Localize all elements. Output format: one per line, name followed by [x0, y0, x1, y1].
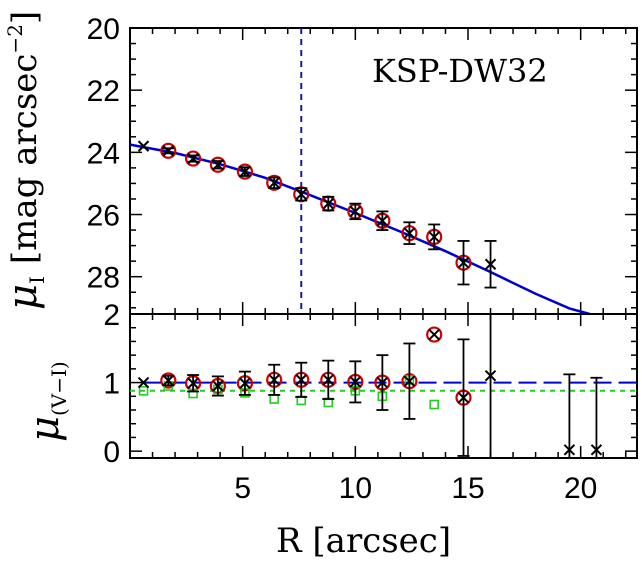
top-y-tick-label: 20	[87, 13, 120, 46]
top-cross-marker	[162, 145, 175, 157]
x-tick-label: 10	[339, 472, 372, 505]
bottom-y-tick-label: 0	[103, 436, 120, 469]
x-tick-labels: 5 10 15 20	[234, 472, 597, 505]
top-circle-marker	[266, 174, 283, 191]
top-y-axis-label: μI [mag arcsec−2]	[0, 11, 49, 310]
bottom-cross-marker	[403, 375, 416, 387]
top-cross-marker	[457, 256, 470, 269]
bottom-cross-marker	[349, 376, 362, 388]
bottom-cross-marker	[484, 370, 497, 382]
top-cross-marker	[187, 152, 199, 165]
bottom-y-axis-label: μ(V−I)	[22, 361, 71, 442]
x-axis-label: R [arcsec]	[276, 521, 451, 561]
top-y-tick-label: 28	[87, 262, 120, 295]
top-ylabel-sub: I	[25, 276, 49, 284]
bottom-cross-marker	[239, 377, 251, 389]
top-panel: 20 22 24 26 28 KSP-DW32	[87, 13, 638, 316]
bottom-cross-marker	[376, 376, 389, 389]
top-y-tick-label: 24	[87, 137, 120, 170]
top-ylabel-unit-end: ]	[5, 11, 45, 24]
top-cross-marker	[295, 188, 307, 201]
top-data-points	[137, 140, 497, 289]
bottom-cross-marker	[295, 374, 307, 386]
bottom-cross-marker	[590, 444, 603, 456]
x-tick-label: 5	[234, 472, 251, 505]
bottom-cross-marker	[457, 391, 470, 404]
top-circle-marker	[160, 142, 177, 159]
x-tick-label: 20	[564, 472, 597, 505]
bottom-y-tick-labels: 0 1 2	[103, 299, 120, 469]
top-ylabel-unit-exp: −2	[3, 24, 27, 53]
bottom-cross-marker	[268, 374, 280, 386]
bottom-cross-marker	[187, 377, 199, 389]
top-cross-marker	[268, 177, 280, 189]
bottom-cross-marker	[428, 328, 440, 341]
top-circled-points	[160, 142, 472, 271]
top-ylabel-symbol: μ	[0, 284, 46, 310]
top-cross-marker	[403, 227, 416, 239]
svg-text:μ(V−I): μ(V−I)	[22, 361, 71, 442]
top-cross-marker	[484, 258, 497, 270]
bottom-y-tick-label: 1	[103, 368, 120, 401]
top-cross-marker	[376, 215, 389, 227]
top-cross-marker	[137, 140, 150, 152]
svg-text:μI[mag arcsec−2]: μI [mag arcsec−2]	[0, 11, 49, 310]
bottom-panel-ticks	[130, 313, 637, 458]
bottom-cross-marker	[162, 374, 175, 387]
bottom-circle-marker	[160, 372, 177, 389]
top-cross-marker	[322, 197, 335, 210]
top-cross-marker	[349, 205, 362, 218]
bottom-ylabel-symbol: μ	[22, 416, 68, 442]
bottom-cross-marker	[137, 376, 150, 389]
top-y-tick-labels: 20 22 24 26 28	[87, 13, 120, 295]
bottom-ylabel-sub: (V−I)	[47, 361, 71, 416]
bottom-green-squares	[138, 375, 440, 410]
x-tick-label: 15	[451, 472, 484, 505]
top-circle-marker	[184, 150, 202, 167]
bottom-cross-marker	[212, 380, 224, 392]
top-cross-marker	[212, 159, 224, 171]
top-circle-marker	[209, 156, 226, 173]
top-ylabel-unit: [mag arcsec	[5, 54, 45, 265]
top-circle-marker	[236, 163, 254, 180]
top-y-tick-label: 22	[87, 75, 120, 108]
bottom-panel: 0 1 2 5 10 15 20	[103, 299, 638, 505]
bottom-circle-marker	[426, 326, 443, 343]
top-y-tick-label: 26	[87, 200, 120, 233]
bottom-circled-points	[160, 326, 472, 406]
chart-title: KSP-DW32	[372, 52, 548, 90]
green-square-marker	[269, 394, 280, 404]
green-square-marker	[138, 385, 149, 396]
bottom-y-tick-label: 2	[103, 299, 120, 332]
bottom-cross-marker	[563, 444, 576, 456]
green-square-marker	[429, 399, 440, 410]
bottom-cross-marker	[322, 374, 335, 386]
top-cross-marker	[239, 165, 251, 178]
top-cross-marker	[428, 231, 440, 243]
fit-curve	[129, 143, 591, 316]
bottom-data-points	[137, 313, 603, 459]
bottom-panel-frame	[129, 313, 638, 459]
